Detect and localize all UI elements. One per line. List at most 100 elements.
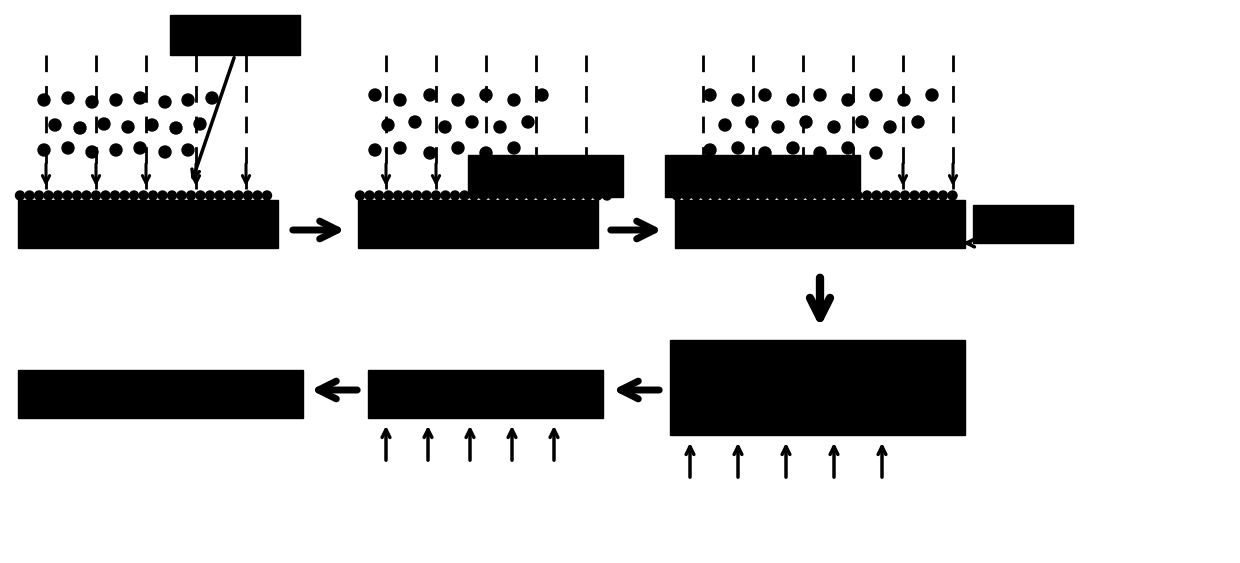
Circle shape <box>196 191 205 200</box>
Circle shape <box>413 191 422 200</box>
Circle shape <box>815 191 825 200</box>
Bar <box>19 200 278 248</box>
Bar <box>170 15 300 55</box>
Circle shape <box>53 191 62 200</box>
Circle shape <box>403 191 412 200</box>
Circle shape <box>234 191 243 200</box>
Circle shape <box>853 191 862 200</box>
Circle shape <box>480 89 492 101</box>
Circle shape <box>892 191 900 200</box>
Circle shape <box>828 121 839 133</box>
Circle shape <box>584 191 593 200</box>
Circle shape <box>806 191 815 200</box>
Circle shape <box>489 191 497 200</box>
Circle shape <box>842 142 854 154</box>
Circle shape <box>929 191 937 200</box>
Circle shape <box>453 94 464 106</box>
Circle shape <box>110 191 119 200</box>
Circle shape <box>480 147 492 159</box>
Circle shape <box>134 92 146 104</box>
Circle shape <box>453 142 464 154</box>
Circle shape <box>384 191 393 200</box>
Circle shape <box>356 191 365 200</box>
Circle shape <box>424 89 436 101</box>
Circle shape <box>884 121 897 133</box>
Circle shape <box>564 191 573 200</box>
Circle shape <box>129 191 139 200</box>
Circle shape <box>409 116 422 128</box>
Circle shape <box>450 191 460 200</box>
Circle shape <box>517 191 526 200</box>
Circle shape <box>393 191 403 200</box>
Circle shape <box>494 121 506 133</box>
Bar <box>19 370 303 418</box>
Circle shape <box>100 191 110 200</box>
Circle shape <box>787 142 799 154</box>
Circle shape <box>949 191 957 200</box>
Circle shape <box>470 191 479 200</box>
Circle shape <box>522 116 534 128</box>
Circle shape <box>813 89 826 101</box>
Circle shape <box>146 119 157 131</box>
Bar <box>973 205 1073 243</box>
Circle shape <box>149 191 157 200</box>
Circle shape <box>182 94 193 106</box>
Circle shape <box>759 147 771 159</box>
Circle shape <box>98 118 110 130</box>
Circle shape <box>593 191 601 200</box>
Circle shape <box>911 116 924 128</box>
Circle shape <box>139 191 148 200</box>
Circle shape <box>370 144 381 156</box>
Circle shape <box>110 144 122 156</box>
Circle shape <box>787 94 799 106</box>
Circle shape <box>38 144 50 156</box>
Circle shape <box>536 89 548 101</box>
Bar <box>670 340 965 435</box>
Circle shape <box>193 118 206 130</box>
Circle shape <box>825 191 833 200</box>
Circle shape <box>842 94 854 106</box>
Circle shape <box>72 191 82 200</box>
Circle shape <box>759 89 771 101</box>
Circle shape <box>177 191 186 200</box>
Circle shape <box>719 119 732 131</box>
Circle shape <box>920 191 929 200</box>
Circle shape <box>215 191 224 200</box>
Circle shape <box>870 89 882 101</box>
Bar <box>358 200 598 248</box>
Circle shape <box>432 191 440 200</box>
Circle shape <box>704 89 715 101</box>
Circle shape <box>507 191 517 200</box>
Circle shape <box>746 116 758 128</box>
Circle shape <box>120 191 129 200</box>
Circle shape <box>460 191 469 200</box>
Circle shape <box>813 147 826 159</box>
Circle shape <box>732 142 744 154</box>
Circle shape <box>439 121 451 133</box>
Circle shape <box>546 191 554 200</box>
Circle shape <box>729 191 739 200</box>
Circle shape <box>122 121 134 133</box>
Circle shape <box>86 96 98 108</box>
Circle shape <box>422 191 432 200</box>
Circle shape <box>466 116 477 128</box>
Circle shape <box>134 142 146 154</box>
Circle shape <box>739 191 748 200</box>
Circle shape <box>50 119 61 131</box>
Circle shape <box>882 191 890 200</box>
Circle shape <box>263 191 272 200</box>
Circle shape <box>157 191 167 200</box>
Circle shape <box>382 119 394 131</box>
Circle shape <box>206 191 215 200</box>
Circle shape <box>370 89 381 101</box>
Circle shape <box>159 96 171 108</box>
Circle shape <box>182 144 193 156</box>
Circle shape <box>498 191 507 200</box>
Circle shape <box>110 94 122 106</box>
Circle shape <box>35 191 43 200</box>
Circle shape <box>508 94 520 106</box>
Circle shape <box>786 191 796 200</box>
Circle shape <box>206 92 218 104</box>
Circle shape <box>835 191 843 200</box>
Circle shape <box>62 92 74 104</box>
